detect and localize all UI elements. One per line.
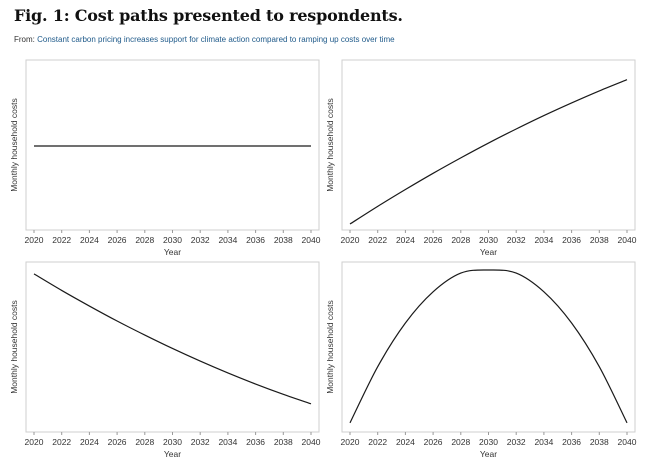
chart-panel-top-left: 2020 2022 2024 2026 2028 2030 2032 2034 2036 2038… (9, 59, 321, 257)
x-tick-label: 2024 (396, 437, 415, 447)
x-tick-label: 2038 (274, 235, 293, 245)
cost-path-line (349, 269, 628, 424)
x-tick-label: 2032 (507, 235, 526, 245)
x-tick-label: 2024 (80, 235, 99, 245)
figure-title: Fig. 1: Cost paths presented to responde… (14, 6, 403, 25)
x-tick-label: 2038 (590, 235, 609, 245)
x-tick-label: 2028 (451, 235, 470, 245)
x-tick-label: 2032 (191, 437, 210, 447)
x-tick-label: 2030 (479, 235, 498, 245)
cost-path-line (33, 273, 312, 405)
x-tick-label: 2022 (368, 437, 387, 447)
x-tick-label: 2028 (135, 437, 154, 447)
y-axis-label: Monthly household costs (9, 300, 19, 394)
x-tick-label: 2020 (341, 437, 360, 447)
x-tick-label: 2040 (302, 235, 321, 245)
x-tick-label: 2022 (52, 235, 71, 245)
x-tick-label: 2032 (191, 235, 210, 245)
x-tick-label: 2020 (25, 235, 44, 245)
cost-path-line (349, 79, 628, 225)
y-axis-label: Monthly household costs (9, 98, 19, 192)
x-tick-label: 2036 (246, 235, 265, 245)
x-tick-label: 2022 (52, 437, 71, 447)
plot-frame (341, 59, 636, 231)
x-tick-label: 2040 (618, 235, 637, 245)
source-prefix: From: (14, 35, 35, 44)
x-axis-label: Year (164, 449, 181, 459)
x-tick-label: 2026 (108, 437, 127, 447)
x-tick-label: 2028 (135, 235, 154, 245)
x-tick-label: 2026 (108, 235, 127, 245)
chart-panel-bottom-right: 2020 2022 2024 2026 2028 2030 2032 2034 2036 2038… (325, 261, 637, 459)
x-tick-label: 2038 (274, 437, 293, 447)
plot-frame (25, 59, 320, 231)
chart-panel-bottom-left: 2020 2022 2024 2026 2028 2030 2032 2034 2036 2038… (9, 261, 321, 459)
x-tick-label: 2040 (302, 437, 321, 447)
x-tick-label: 2032 (507, 437, 526, 447)
x-tick-label: 2038 (590, 437, 609, 447)
x-axis-label: Year (164, 247, 181, 257)
x-tick-label: 2034 (534, 437, 553, 447)
x-tick-label: 2030 (479, 437, 498, 447)
x-tick-label: 2040 (618, 437, 637, 447)
plot-frame (25, 261, 320, 433)
x-tick-label: 2020 (25, 437, 44, 447)
plot-frame (341, 261, 636, 433)
x-tick-label: 2034 (218, 235, 237, 245)
chart-panel-top-right: 2020 2022 2024 2026 2028 2030 2032 2034 2036 2038… (325, 59, 637, 257)
x-tick-label: 2024 (80, 437, 99, 447)
x-tick-label: 2020 (341, 235, 360, 245)
x-axis-label: Year (480, 247, 497, 257)
source-article-link[interactable]: Constant carbon pricing increases suppor… (37, 35, 395, 44)
x-tick-label: 2026 (424, 235, 443, 245)
x-tick-label: 2030 (163, 235, 182, 245)
x-tick-label: 2028 (451, 437, 470, 447)
x-axis-label: Year (480, 449, 497, 459)
x-tick-label: 2026 (424, 437, 443, 447)
x-tick-label: 2034 (218, 437, 237, 447)
x-tick-label: 2034 (534, 235, 553, 245)
x-tick-label: 2036 (562, 437, 581, 447)
x-tick-label: 2036 (562, 235, 581, 245)
x-tick-label: 2030 (163, 437, 182, 447)
x-tick-label: 2024 (396, 235, 415, 245)
y-axis-label: Monthly household costs (325, 98, 335, 192)
x-tick-label: 2022 (368, 235, 387, 245)
y-axis-label: Monthly household costs (325, 300, 335, 394)
x-tick-label: 2036 (246, 437, 265, 447)
source-line: From: Constant carbon pricing increases … (14, 35, 395, 44)
